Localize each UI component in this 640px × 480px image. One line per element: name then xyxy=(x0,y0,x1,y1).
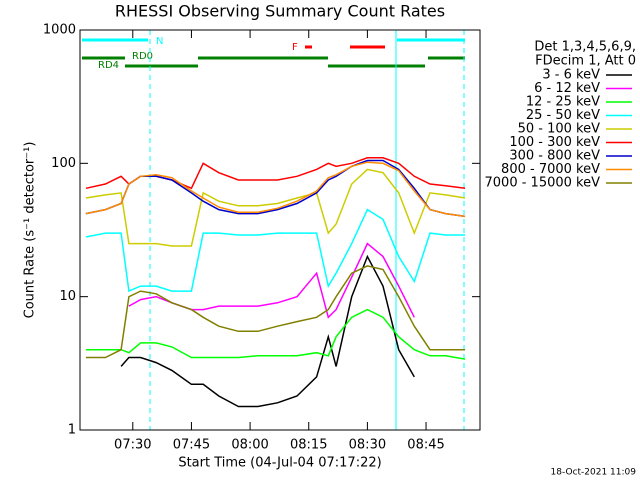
y-tick-label: 1000 xyxy=(43,23,76,38)
flag-label: RD0 xyxy=(132,51,153,62)
series-line xyxy=(85,161,466,218)
x-tick-label: 07:45 xyxy=(173,438,210,453)
legend-title: Det 1,3,4,5,6,9, xyxy=(534,40,636,55)
y-axis-label: Count Rate (s⁻¹ detector⁻¹) xyxy=(23,142,38,319)
series-line xyxy=(85,208,466,293)
legend-label: 25 - 50 keV xyxy=(526,108,600,123)
plot-frame xyxy=(79,29,481,431)
y-tick-label: 10 xyxy=(59,289,76,304)
x-tick-label: 08:30 xyxy=(349,438,386,453)
flag-label: RD4 xyxy=(98,60,119,71)
legend-label: 12 - 25 keV xyxy=(526,95,600,110)
y-tick-label: 1 xyxy=(68,423,76,438)
series-line xyxy=(120,254,415,408)
flag-bars xyxy=(82,38,465,68)
legend-label: 7000 - 15000 keV xyxy=(485,176,601,191)
series-line xyxy=(85,168,466,247)
timestamp: 18-Oct-2021 11:09 xyxy=(551,468,637,478)
x-tick-label: 08:00 xyxy=(231,438,268,453)
legend-label: 300 - 800 keV xyxy=(509,149,600,164)
x-tick-label: 08:15 xyxy=(290,438,327,453)
x-tick-label: 08:45 xyxy=(407,438,444,453)
y-tick-label: 100 xyxy=(51,156,76,171)
attenuator-lines xyxy=(149,30,465,430)
legend-label: 800 - 7000 keV xyxy=(501,162,600,177)
legend-label: 6 - 12 keV xyxy=(534,81,600,96)
legend-label: 100 - 300 keV xyxy=(509,135,600,150)
series-line xyxy=(85,265,466,359)
legend-label: 50 - 100 keV xyxy=(518,122,601,137)
x-tick-label: 07:30 xyxy=(114,438,151,453)
legend-label: 3 - 6 keV xyxy=(542,68,600,83)
chart-title: RHESSI Observing Summary Count Rates xyxy=(115,2,445,21)
legend-title: FDecim 1, Att 0 xyxy=(535,54,636,69)
flag-label: N xyxy=(156,36,163,47)
flag-label: F xyxy=(292,42,298,53)
series-line xyxy=(85,308,466,360)
x-axis-label: Start Time (04-Jul-04 07:17:22) xyxy=(178,456,381,471)
